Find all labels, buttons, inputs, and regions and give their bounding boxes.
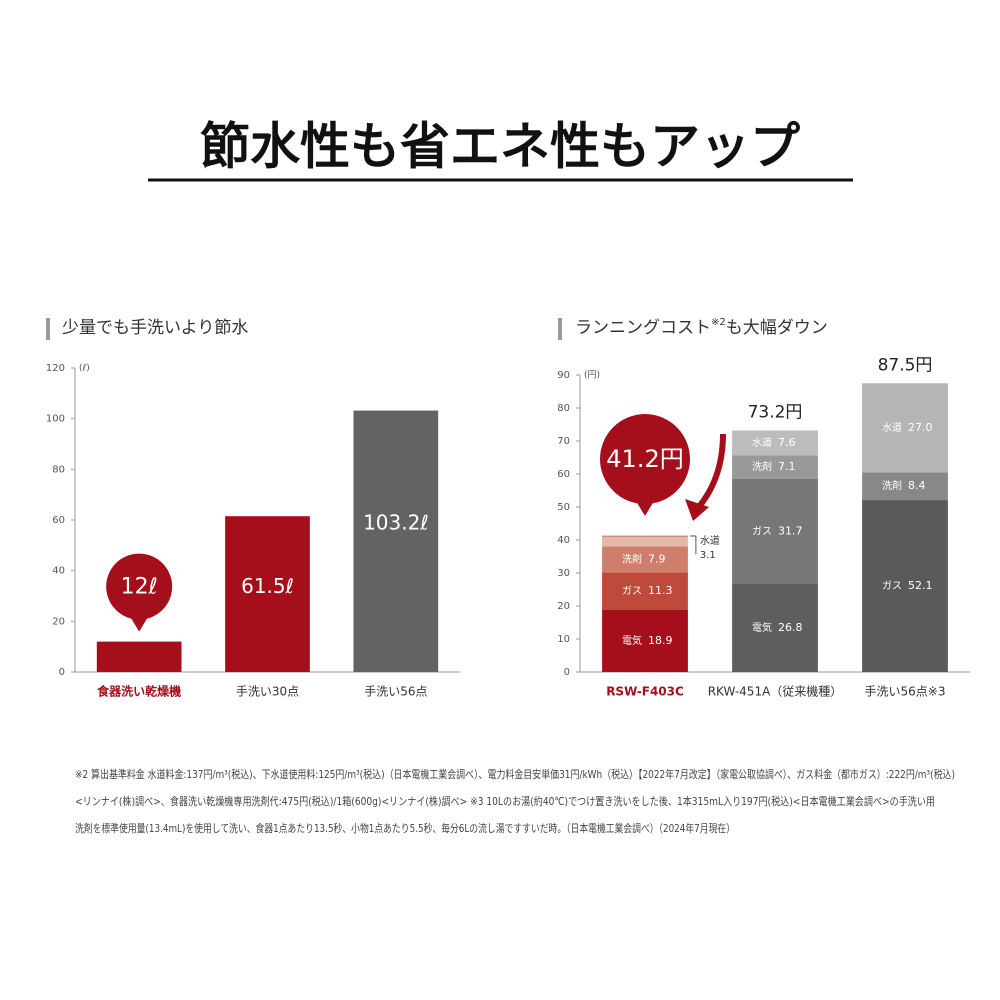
footnote: 洗剤を標準使用量(13.4mL)を使用して洗い、食器1点あたり13.5秒、小物1… [75, 821, 735, 835]
title-part: ランニングコスト [575, 318, 711, 338]
segment-value: 7.1 [778, 460, 796, 473]
main-title: 節水性も省エネ性もアップ [200, 118, 800, 176]
bar-segment [732, 583, 818, 672]
segment-value: 7.6 [778, 436, 796, 449]
y-tick-label: 80 [557, 403, 570, 414]
y-tick-label: 40 [557, 535, 570, 546]
title-part: も大幅ダウン [726, 318, 828, 338]
value-label: 61.5ℓ [241, 574, 294, 598]
callout-arrowhead [685, 499, 709, 522]
y-tick-label: 0 [59, 667, 65, 678]
segment-value: 18.9 [648, 634, 673, 647]
y-tick-label: 30 [557, 568, 570, 579]
y-tick-label: 90 [557, 370, 570, 381]
segment-value: 7.9 [648, 552, 666, 565]
x-tick-label: 食器洗い乾燥機 [96, 684, 181, 699]
segment-name: 洗剤 [752, 460, 772, 473]
y-tick-label: 60 [557, 469, 570, 480]
label-bracket [689, 535, 697, 555]
callout-bubble [106, 553, 173, 620]
x-tick-label: RSW-F403C [606, 685, 684, 699]
segment-value: 52.1 [908, 579, 933, 592]
bar-segment [602, 572, 688, 610]
callout-bubble [600, 414, 690, 505]
y-tick-label: 20 [557, 601, 570, 612]
y-tick-label: 10 [557, 634, 570, 645]
segment-value: 27.0 [908, 421, 933, 434]
segment-value: 11.3 [648, 584, 673, 597]
chart-title: ランニングコスト※2も大幅ダウン [575, 317, 828, 338]
value-label: 103.2ℓ [363, 510, 429, 534]
segment-name: 電気 [622, 634, 642, 647]
segment-name: 水道 [882, 421, 902, 434]
y-tick-label: 40 [52, 566, 65, 577]
segment-name: 洗剤 [882, 479, 902, 492]
segment-name: ガス [752, 525, 772, 537]
segment-value: 26.8 [778, 621, 803, 634]
bar-segment [602, 609, 688, 672]
y-tick-label: 60 [52, 515, 65, 526]
y-unit: (ℓ) [79, 364, 90, 374]
segment-name: 水道 [700, 534, 720, 547]
callout-label: 41.2円 [606, 445, 683, 473]
y-unit: (円) [584, 370, 600, 381]
footnote: ※2 算出基準料金 水道料金:137円/m³(税込)、下水道使用料:125円/m… [75, 767, 955, 781]
callout-label: 12ℓ [121, 575, 158, 600]
total-label: 73.2円 [748, 402, 803, 422]
footnote: <リンナイ(株)調べ>、食器洗い乾燥機専用洗剤代:475円(税込)/1箱(600… [75, 794, 935, 808]
x-tick-label: RKW-451A（従来機種） [708, 684, 843, 699]
y-tick-label: 120 [46, 363, 65, 374]
y-tick-label: 70 [557, 436, 570, 447]
bar [96, 641, 182, 672]
segment-value: 3.1 [700, 550, 716, 561]
bar-segment [862, 472, 948, 501]
bar [353, 410, 439, 672]
bar-segment [732, 430, 818, 456]
segment-value: 31.7 [778, 524, 803, 537]
callout-pointer [130, 616, 149, 632]
segment-name: ガス [622, 585, 642, 597]
segment-value: 8.4 [908, 479, 926, 492]
x-tick-label: 手洗い30点 [236, 685, 299, 699]
title-part: ※2 [711, 317, 726, 328]
total-label: 87.5円 [878, 355, 933, 375]
segment-name: 水道 [752, 436, 772, 449]
y-tick-label: 20 [52, 616, 65, 627]
y-tick-label: 100 [46, 414, 65, 425]
bar-segment [862, 383, 948, 473]
segment-name: ガス [882, 580, 902, 592]
x-tick-label: 手洗い56点 [364, 685, 427, 699]
chart-title: 少量でも手洗いより節水 [62, 318, 248, 338]
bar-segment [602, 546, 688, 573]
callout-arrow [694, 434, 726, 512]
segment-name: 洗剤 [622, 552, 642, 565]
y-tick-label: 80 [52, 464, 65, 475]
bar-segment [602, 536, 688, 547]
bar-segment [862, 500, 948, 672]
y-tick-label: 50 [557, 502, 570, 513]
callout-pointer [636, 501, 654, 517]
x-tick-label: 手洗い56点※3 [865, 685, 946, 699]
segment-name: 電気 [752, 621, 772, 634]
title-part: 少量でも手洗いより節水 [62, 318, 248, 338]
bar [225, 516, 310, 672]
y-tick-label: 0 [564, 667, 570, 678]
section-bar [558, 318, 562, 340]
section-bar [46, 318, 50, 340]
bar-segment [732, 478, 818, 584]
bar-segment [732, 455, 818, 479]
